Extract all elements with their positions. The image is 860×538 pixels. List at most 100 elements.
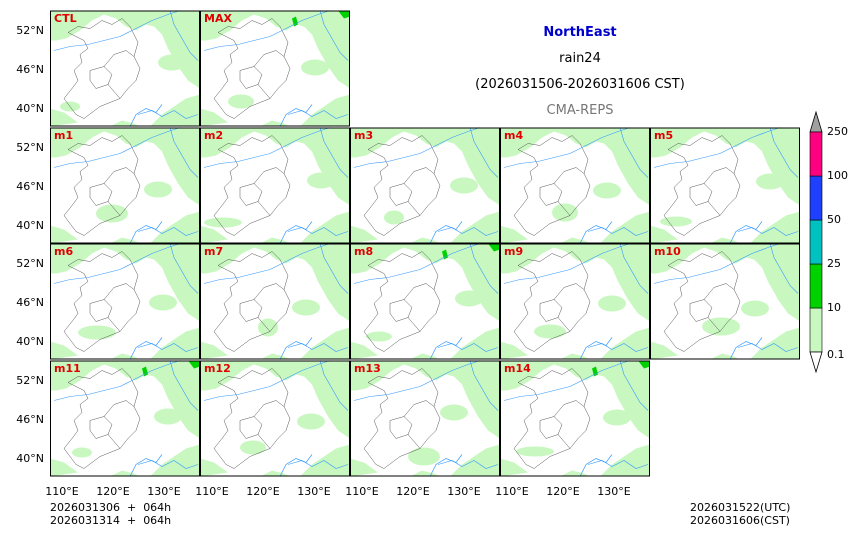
province-borders [213, 251, 291, 352]
rain-patch [552, 203, 578, 222]
province-borders [663, 135, 741, 236]
rain-patch [200, 243, 350, 322]
coastline [729, 221, 763, 244]
river-line [137, 460, 199, 469]
panel-frame [500, 127, 650, 244]
light-rain-area [50, 127, 200, 244]
rain-patch [450, 444, 500, 477]
rain-patch [158, 54, 186, 71]
rain-patch [384, 210, 404, 225]
lon-tick-label: 130°E [147, 485, 181, 498]
coastline [429, 454, 463, 477]
lat-tick-label: 52°N [16, 140, 44, 154]
rain-patch [600, 211, 650, 244]
rain-patch [710, 353, 740, 360]
rain-patch [350, 458, 378, 477]
rain-patch [50, 243, 200, 322]
panel-frame [350, 360, 500, 477]
coastline [579, 221, 613, 244]
colorbar-segment [809, 263, 823, 309]
river-line [169, 360, 199, 411]
rain-patch [650, 127, 800, 206]
coastline [279, 454, 313, 477]
river-line [587, 460, 649, 469]
panel-label-m11: m11 [54, 362, 81, 375]
river-line [769, 243, 799, 294]
map-panel-m10 [650, 243, 800, 360]
lon-tick-label: 110°E [195, 485, 229, 498]
river-line [53, 243, 181, 284]
colorbar-segment [809, 131, 823, 177]
panel-frame [50, 10, 200, 127]
light-rain-area [500, 243, 650, 360]
moderate-rain-patch [142, 360, 200, 377]
province-borders [363, 135, 441, 236]
panel-frame [200, 10, 350, 127]
river-line [353, 243, 481, 284]
light-rain-area [50, 360, 200, 477]
rain-patch [440, 404, 468, 421]
lat-tick-label: 52°N [16, 257, 44, 270]
rain-patch [154, 408, 182, 425]
province-borders [513, 251, 591, 352]
rain-patch [350, 225, 378, 244]
rain-patch [534, 324, 566, 339]
light-rain-area [350, 360, 500, 477]
rain-patch [560, 237, 590, 244]
panel-frame [50, 360, 200, 477]
rain-patch [150, 94, 200, 127]
rain-patch [300, 327, 350, 360]
light-rain-area [200, 360, 350, 477]
variable-name: rain24 [559, 51, 601, 66]
rain-patch [240, 440, 266, 455]
light-rain-area [350, 127, 500, 244]
light-rain-area [650, 127, 800, 244]
rain-patch [750, 211, 800, 244]
map-panel-m13 [350, 360, 500, 477]
coastline [129, 221, 163, 244]
river-line [737, 343, 799, 352]
rain-patch [500, 341, 528, 360]
river-line [203, 243, 331, 284]
rain-patch [756, 173, 784, 190]
rain-patch [450, 211, 500, 244]
coastline [579, 337, 613, 360]
panel-label-max: MAX [204, 12, 232, 25]
light-rain-area [350, 243, 500, 360]
rain-patch [500, 458, 528, 477]
model-source: CMA-REPS [546, 103, 614, 118]
rain-patch [96, 204, 128, 223]
map-panel-m3 [350, 127, 500, 244]
map-panel-max [200, 10, 350, 127]
rain-patch [260, 353, 290, 360]
panel-frame [500, 360, 650, 477]
river-line [653, 127, 781, 168]
light-rain-area [200, 10, 350, 127]
panel-frame [200, 243, 350, 360]
river-line [53, 127, 181, 168]
rain-patch [50, 360, 200, 439]
rain-patch [110, 353, 140, 360]
river-line [469, 127, 499, 178]
river-line [353, 360, 481, 401]
rain-patch [560, 470, 590, 477]
river-line [619, 127, 649, 178]
rain-patch [660, 216, 692, 227]
colorbar-level-label: 0.1 [827, 348, 845, 361]
rain-patch [200, 10, 350, 89]
river-line [319, 10, 349, 61]
province-borders [213, 368, 291, 469]
light-rain-area [50, 10, 200, 127]
lon-tick-label: 110°E [45, 485, 79, 498]
rain-patch [410, 353, 440, 360]
lat-tick-label: 40°N [16, 218, 44, 232]
lon-tick-label: 120°E [246, 485, 280, 498]
figure-title: NorthEast [543, 25, 617, 40]
coastline [579, 454, 613, 477]
river-line [587, 227, 649, 236]
river-line [437, 460, 499, 469]
coastline [279, 337, 313, 360]
map-panel-m8 [350, 243, 500, 360]
coastline [429, 337, 463, 360]
